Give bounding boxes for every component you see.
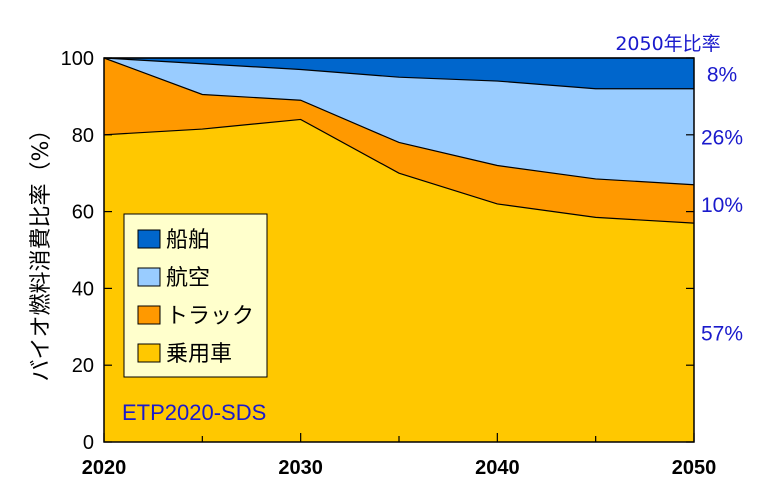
y-tick-label: 100: [61, 48, 94, 70]
x-tick-label: 2030: [278, 457, 323, 479]
share-label: 8%: [707, 63, 737, 86]
y-tick-label: 80: [72, 125, 94, 147]
share-label: 10%: [701, 194, 743, 217]
y-tick-label: 60: [72, 202, 94, 224]
scenario-annotation: ETP2020-SDS: [122, 400, 266, 425]
area-2: [104, 58, 694, 224]
x-tick-label: 2040: [475, 457, 520, 479]
y-axis: 0 20 40 60 80 100: [61, 48, 694, 454]
x-tick-label: 2050: [672, 457, 717, 479]
y-tick-label: 40: [72, 278, 94, 300]
legend-label: 乗用車: [166, 342, 232, 367]
legend-label: 航空: [166, 266, 210, 291]
boundary-line-1: [103, 118, 695, 224]
legend-swatch: [137, 305, 161, 325]
share-title: 2050年比率: [615, 33, 720, 55]
legend-swatch: [137, 229, 161, 249]
legend-swatch: [137, 343, 161, 363]
legend-label: トラック: [166, 304, 254, 329]
x-axis: 2020 2030 2040 2050: [82, 433, 717, 479]
share-label: 57%: [701, 323, 743, 346]
legend-swatch: [137, 267, 161, 287]
y-axis-label: バイオ燃料消費比率（%）: [29, 119, 54, 382]
area-3: [104, 58, 694, 185]
legend-label: 船舶: [166, 228, 210, 253]
share-label: 26%: [701, 127, 743, 150]
boundary-line-3: [103, 57, 694, 90]
boundary-line-2: [103, 57, 695, 186]
x-tick-label: 2020: [82, 457, 127, 479]
share-labels: 8% 26% 10% 57%: [701, 63, 743, 345]
y-tick-label: 0: [83, 432, 94, 454]
y-tick-label: 20: [72, 355, 94, 377]
area-4: [104, 58, 694, 89]
